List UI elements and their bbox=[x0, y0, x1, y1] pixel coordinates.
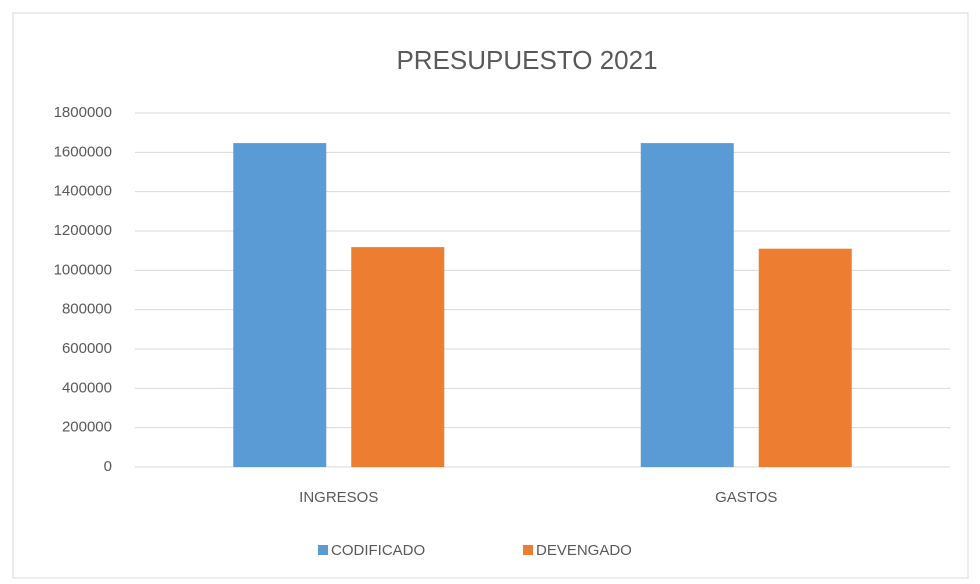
x-tick-label: GASTOS bbox=[715, 489, 777, 506]
legend-swatch bbox=[318, 545, 328, 555]
y-tick-label: 800000 bbox=[62, 301, 112, 318]
bar bbox=[640, 143, 734, 467]
y-tick-label: 1000000 bbox=[54, 261, 112, 278]
bar bbox=[758, 248, 852, 467]
legend-label: CODIFICADO bbox=[331, 542, 425, 559]
legend-swatch bbox=[523, 545, 533, 555]
bar bbox=[233, 143, 327, 467]
y-tick-label: 1600000 bbox=[54, 143, 112, 160]
y-tick-label: 1400000 bbox=[54, 183, 112, 200]
y-tick-label: 600000 bbox=[62, 340, 112, 357]
y-tick-label: 1800000 bbox=[54, 104, 112, 121]
chart-title: PRESUPUESTO 2021 bbox=[396, 45, 657, 75]
y-tick-label: 400000 bbox=[62, 379, 112, 396]
legend-label: DEVENGADO bbox=[536, 542, 632, 559]
bar bbox=[351, 247, 445, 467]
y-tick-label: 200000 bbox=[62, 419, 112, 436]
y-tick-label: 0 bbox=[104, 458, 112, 475]
y-tick-label: 1200000 bbox=[54, 222, 112, 239]
x-tick-label: INGRESOS bbox=[299, 489, 378, 506]
